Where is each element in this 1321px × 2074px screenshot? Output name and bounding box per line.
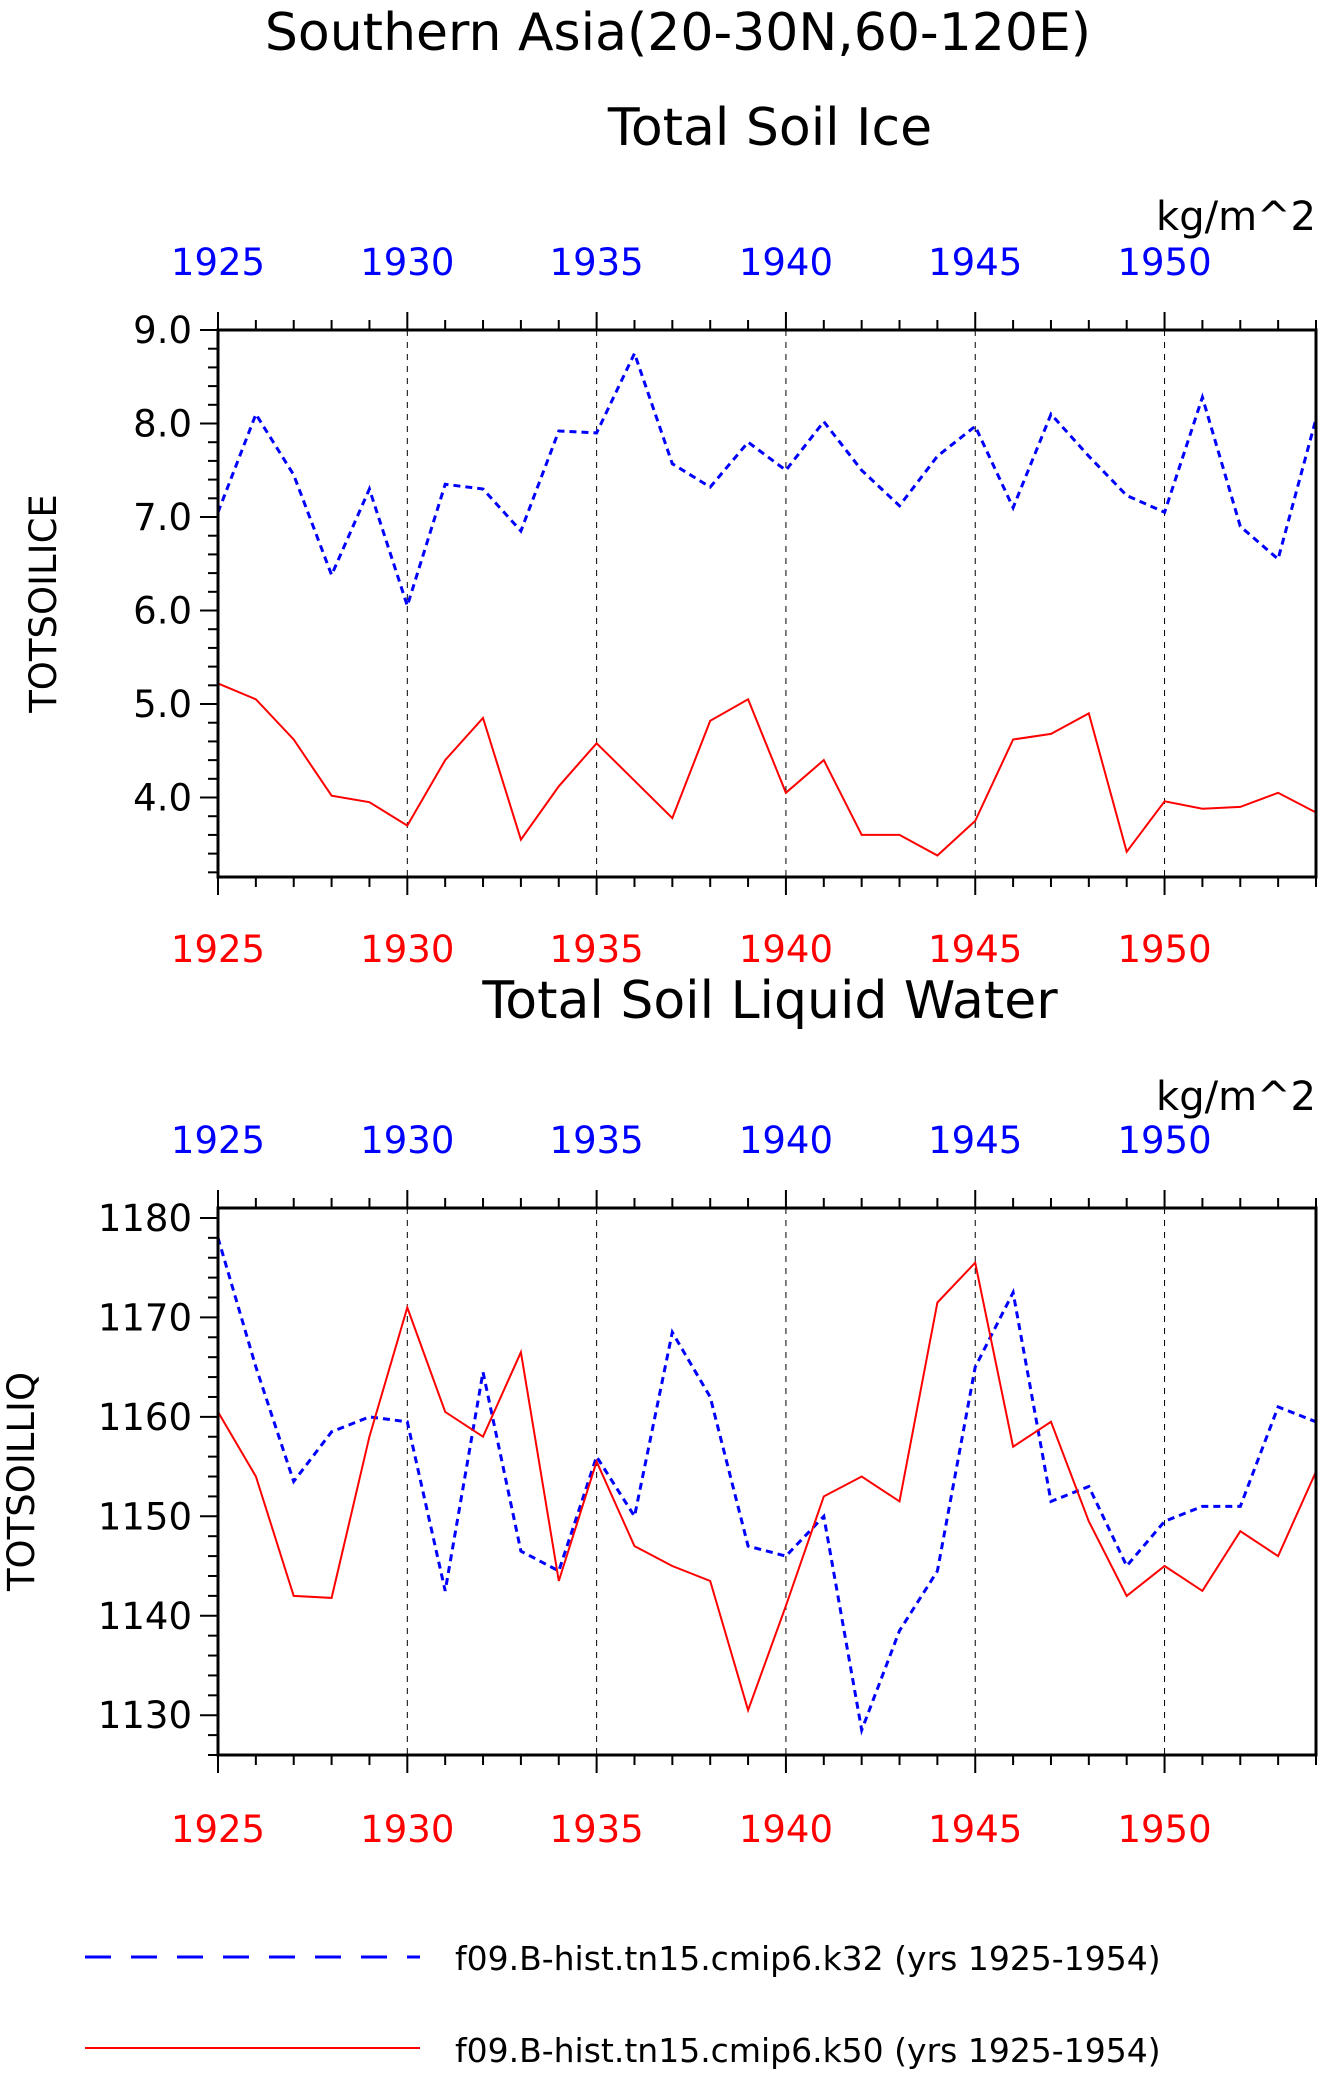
p2-xtick-label-bottom-1940: 1940 bbox=[739, 1808, 833, 1851]
legend-label-k50: f09.B-hist.tn15.cmip6.k50 (yrs 1925-1954… bbox=[455, 2031, 1161, 2070]
p2-xtick-label-bottom-1950: 1950 bbox=[1117, 1808, 1211, 1851]
p2-xtick-label-top-1930: 1930 bbox=[360, 1119, 454, 1162]
p2-xtick-label-top-1940: 1940 bbox=[739, 1119, 833, 1162]
p1-xtick-label-bottom-1925: 1925 bbox=[171, 928, 265, 971]
p2-ylabel: TOTSOILLIQ bbox=[0, 1372, 43, 1592]
p2-xtick-label-top-1935: 1935 bbox=[550, 1119, 644, 1162]
p2-ytick-label-1160: 1160 bbox=[98, 1396, 192, 1439]
p1-series-k32-line bbox=[216, 349, 1318, 611]
p1-ytick-label-6.0: 6.0 bbox=[133, 590, 192, 633]
p1-ytick-label-8.0: 8.0 bbox=[133, 403, 192, 446]
p2-xtick-label-bottom-1945: 1945 bbox=[928, 1808, 1022, 1851]
p2-xtick-label-top-1925: 1925 bbox=[171, 1119, 265, 1162]
p1-xtick-label-top-1930: 1930 bbox=[360, 241, 454, 284]
p2-xtick-label-bottom-1935: 1935 bbox=[550, 1808, 644, 1851]
legend-label-k32: f09.B-hist.tn15.cmip6.k32 (yrs 1925-1954… bbox=[455, 1939, 1161, 1978]
p1-ytick-label-7.0: 7.0 bbox=[133, 496, 192, 539]
p1-ylabel: TOTSOILICE bbox=[22, 494, 65, 714]
p1-xtick-label-bottom-1940: 1940 bbox=[739, 928, 833, 971]
p2-xtick-label-bottom-1930: 1930 bbox=[360, 1808, 454, 1851]
panel-soil-liquid-water: 1925 1925 1930 1930 1935 1935 1940 1940 1945 1945… bbox=[0, 1119, 1318, 1851]
p1-plot-frame bbox=[216, 328, 1318, 879]
p1-ytick-label-5.0: 5.0 bbox=[133, 683, 192, 726]
p2-xtick-label-top-1950: 1950 bbox=[1117, 1119, 1211, 1162]
p1-xtick-label-top-1940: 1940 bbox=[739, 241, 833, 284]
p1-xtick-label-top-1950: 1950 bbox=[1117, 241, 1211, 284]
p2-ytick-label-1180: 1180 bbox=[98, 1197, 192, 1240]
p1-ytick-label-4.0: 4.0 bbox=[133, 777, 192, 820]
p2-series-k50-line bbox=[217, 1260, 1317, 1714]
panel-soil-ice: 1925 1925 1930 1930 1935 1935 1940 1940 1945 1945… bbox=[22, 241, 1318, 971]
p2-ytick-label-1170: 1170 bbox=[98, 1296, 192, 1339]
panel1-units: kg/m^2 bbox=[1156, 194, 1316, 240]
p1-xtick-label-bottom-1935: 1935 bbox=[550, 928, 644, 971]
panel1-title: Total Soil Ice bbox=[607, 98, 932, 158]
p1-xtick-label-bottom-1950: 1950 bbox=[1117, 928, 1211, 971]
p1-ytick-label-9.0: 9.0 bbox=[133, 309, 192, 352]
p1-xtick-label-bottom-1930: 1930 bbox=[360, 928, 454, 971]
p1-xtick-label-top-1935: 1935 bbox=[550, 241, 644, 284]
p1-xtick-label-bottom-1945: 1945 bbox=[928, 928, 1022, 971]
p2-plot-frame bbox=[216, 1206, 1318, 1757]
p1-series-k50-line bbox=[217, 682, 1317, 857]
p2-xtick-label-bottom-1925: 1925 bbox=[171, 1808, 265, 1851]
figure-title: Southern Asia(20-30N,60-120E) bbox=[265, 3, 1091, 63]
p2-series-k32-line bbox=[216, 1237, 1317, 1736]
p2-ytick-label-1150: 1150 bbox=[98, 1495, 192, 1538]
p2-xtick-label-top-1945: 1945 bbox=[928, 1119, 1022, 1162]
legend: f09.B-hist.tn15.cmip6.k32 (yrs 1925-1954… bbox=[85, 1939, 1161, 2070]
p1-xtick-label-top-1945: 1945 bbox=[928, 241, 1022, 284]
p2-ytick-label-1130: 1130 bbox=[98, 1694, 192, 1737]
panel2-units: kg/m^2 bbox=[1156, 1074, 1316, 1120]
panel2-title: Total Soil Liquid Water bbox=[481, 971, 1058, 1031]
p2-ytick-label-1140: 1140 bbox=[98, 1595, 192, 1638]
p1-xtick-label-top-1925: 1925 bbox=[171, 241, 265, 284]
